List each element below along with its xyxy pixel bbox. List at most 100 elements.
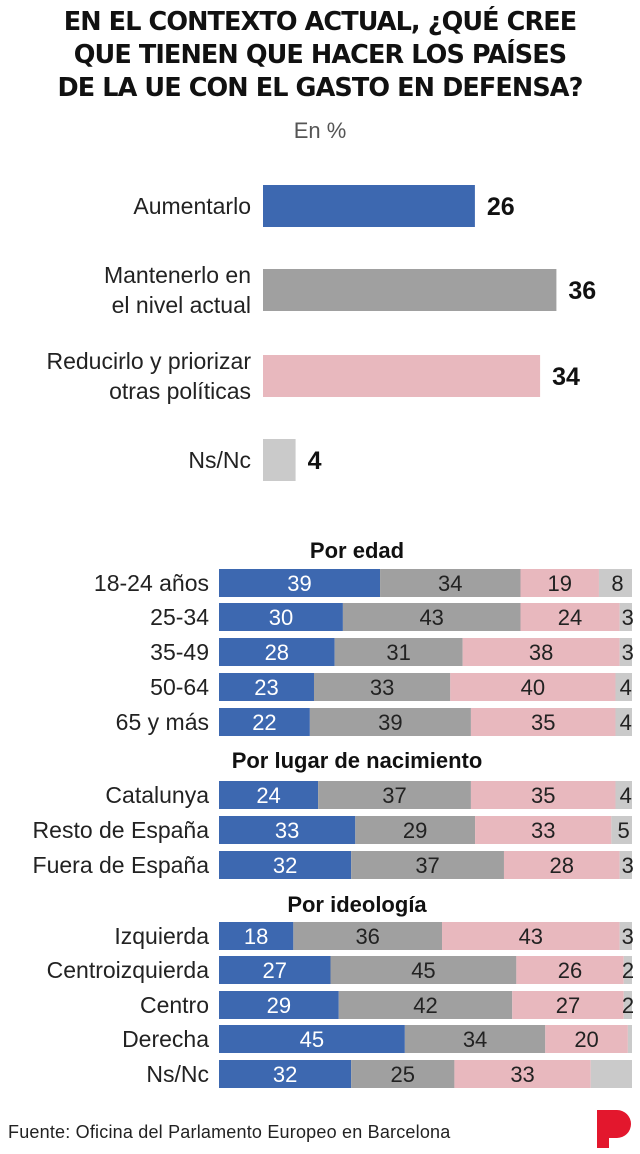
segment-value-label: 45 <box>300 1027 324 1052</box>
group-title: Por edad <box>310 538 404 563</box>
row-label: Resto de España <box>33 817 210 843</box>
stacked-segment <box>520 603 620 631</box>
stacked-segment <box>619 638 632 666</box>
overall-value-label: 4 <box>308 447 322 475</box>
stacked-segment <box>318 781 471 809</box>
stacked-segment <box>309 708 471 736</box>
segment-value-label: 34 <box>438 571 462 596</box>
stacked-segment <box>619 851 632 879</box>
overall-category-label: Aumentarlo <box>133 193 251 219</box>
row-label: 35-49 <box>150 639 209 665</box>
segment-value-label: 35 <box>531 783 555 808</box>
overall-bar <box>263 439 296 481</box>
stacked-segment <box>351 1060 455 1088</box>
publisher-logo-icon <box>597 1110 631 1148</box>
segment-value-label: 3 <box>622 853 634 878</box>
stacked-segment <box>619 922 632 950</box>
segment-value-label: 30 <box>269 605 293 630</box>
overall-category-label: otras políticas <box>109 378 251 404</box>
stacked-segment <box>475 816 612 844</box>
stacked-segment <box>219 1060 352 1088</box>
stacked-segment <box>462 638 620 666</box>
segment-value-label: 28 <box>265 640 289 665</box>
overall-value-label: 36 <box>568 277 596 305</box>
stacked-segment <box>590 1060 632 1088</box>
row-label: 18-24 años <box>94 570 209 596</box>
row-label: 50-64 <box>150 674 209 700</box>
segment-value-label: 32 <box>273 853 297 878</box>
source-note: Fuente: Oficina del Parlamento Europeo e… <box>8 1122 451 1142</box>
segment-value-label: 36 <box>355 924 379 949</box>
segment-value-label: 34 <box>463 1027 487 1052</box>
segment-value-label: 8 <box>611 571 623 596</box>
stacked-segment <box>293 922 443 950</box>
segment-value-label: 33 <box>275 818 299 843</box>
segment-value-label: 28 <box>550 853 574 878</box>
segment-value-label: 40 <box>521 675 545 700</box>
segment-value-label: 2 <box>622 993 634 1018</box>
stacked-segment <box>342 603 521 631</box>
segment-value-label: 45 <box>411 958 435 983</box>
stacked-segment <box>330 956 517 984</box>
segment-value-label: 33 <box>531 818 555 843</box>
stacked-segment <box>219 603 343 631</box>
segment-value-label: 5 <box>618 818 630 843</box>
row-label: 65 y más <box>116 709 209 735</box>
stacked-segment <box>623 991 632 1019</box>
row-label: Centroizquierda <box>47 957 210 983</box>
segment-value-label: 18 <box>244 924 268 949</box>
group-title: Por ideología <box>287 892 427 917</box>
chart-title-line: DE LA UE CON EL GASTO EN DEFENSA? <box>57 73 583 103</box>
segment-value-label: 35 <box>531 710 555 735</box>
stacked-segment <box>219 922 294 950</box>
segment-value-label: 3 <box>622 605 634 630</box>
stacked-segment <box>516 956 624 984</box>
stacked-segment <box>219 851 352 879</box>
segment-value-label: 39 <box>287 571 311 596</box>
stacked-segment <box>219 673 314 701</box>
segment-value-label: 25 <box>391 1062 415 1087</box>
stacked-segment <box>615 708 632 736</box>
group-title: Por lugar de nacimiento <box>232 748 483 773</box>
stacked-segment <box>503 851 620 879</box>
stacked-segment <box>615 781 632 809</box>
segment-value-label: 42 <box>413 993 437 1018</box>
segment-value-label: 37 <box>382 783 406 808</box>
stacked-segment <box>380 569 521 597</box>
chart-title-line: EN EL CONTEXTO ACTUAL, ¿QUÉ CREE <box>63 7 577 37</box>
stacked-segment <box>442 922 620 950</box>
row-label: Fuera de España <box>33 852 210 878</box>
segment-value-label: 32 <box>273 1062 297 1087</box>
segment-value-label: 23 <box>254 675 278 700</box>
segment-value-label: 3 <box>622 924 634 949</box>
stacked-segment <box>334 638 463 666</box>
row-label: Izquierda <box>114 923 209 949</box>
segment-value-label: 43 <box>519 924 543 949</box>
segment-value-label: 3 <box>622 640 634 665</box>
segment-value-label: 2 <box>622 958 634 983</box>
segment-value-label: 26 <box>558 958 582 983</box>
stacked-segment <box>351 851 504 879</box>
row-label: Ns/Nc <box>146 1061 209 1087</box>
chart-title: EN EL CONTEXTO ACTUAL, ¿QUÉ CREE QUE TIE… <box>0 6 640 105</box>
segment-value-label: 29 <box>267 993 291 1018</box>
stacked-segment <box>627 1025 632 1053</box>
stacked-segment <box>450 673 616 701</box>
overall-bar <box>263 185 475 227</box>
stacked-segment <box>313 673 451 701</box>
segment-value-label: 19 <box>547 571 571 596</box>
row-label: Catalunya <box>105 782 209 808</box>
stacked-segment <box>219 1025 405 1053</box>
stacked-segment <box>404 1025 546 1053</box>
stacked-segment <box>355 816 476 844</box>
segment-value-label: 4 <box>620 710 632 735</box>
stacked-segment <box>338 991 513 1019</box>
stacked-segment <box>611 816 632 844</box>
stacked-segment <box>470 708 616 736</box>
row-label: 25-34 <box>150 604 209 630</box>
overall-value-label: 34 <box>552 363 580 391</box>
row-label: Centro <box>140 992 209 1018</box>
overall-category-label: Reducirlo y priorizar <box>46 348 251 374</box>
stacked-segment <box>598 569 632 597</box>
chart-subtitle: En % <box>293 118 347 143</box>
